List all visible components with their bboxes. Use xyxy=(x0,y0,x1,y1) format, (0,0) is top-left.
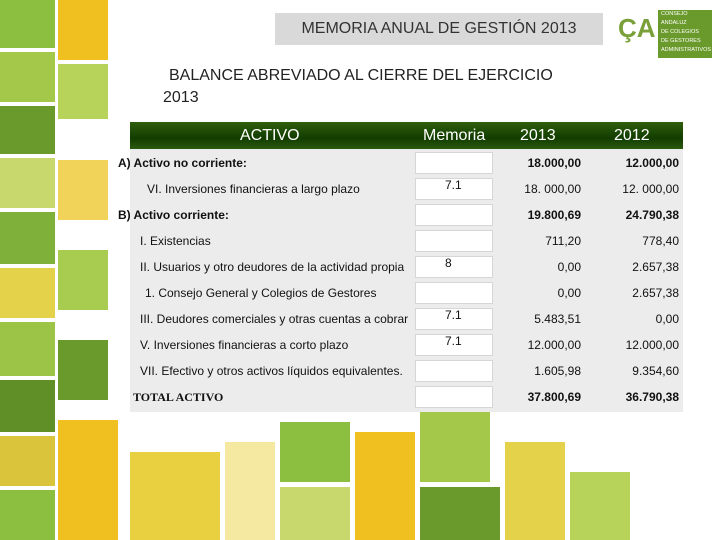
memoria-cell xyxy=(415,308,493,330)
slide-title: MEMORIA ANUAL DE GESTIÓN 2013 xyxy=(275,13,603,45)
row-label: II. Usuarios y otro deudores de la activ… xyxy=(140,260,405,274)
memoria-ref: 7.1 xyxy=(445,334,462,348)
value-2012: 9.354,60 xyxy=(632,364,679,378)
column-header: 2013 xyxy=(520,127,556,144)
value-2013: 1.605,98 xyxy=(534,364,581,378)
value-2012: 36.790,38 xyxy=(625,390,679,404)
value-2013: 19.800,69 xyxy=(527,208,581,222)
value-2012: 24.790,38 xyxy=(625,208,679,222)
decoration xyxy=(120,412,720,540)
logo-line: DE GESTORES xyxy=(661,38,701,44)
table xyxy=(130,122,683,412)
table-header xyxy=(130,122,683,149)
value-2013: 0,00 xyxy=(557,286,581,300)
row-label: I. Existencias xyxy=(140,234,211,248)
column-header: 2012 xyxy=(614,127,650,144)
memoria-cell xyxy=(415,360,493,382)
value-2012: 0,00 xyxy=(655,312,679,326)
memoria-cell xyxy=(415,334,493,356)
logo-line: ANDALUZ xyxy=(661,20,687,26)
row-label: TOTAL ACTIVO xyxy=(133,390,224,404)
value-2012: 12.000,00 xyxy=(625,156,679,170)
memoria-cell xyxy=(415,230,493,252)
row-label: A) Activo no corriente: xyxy=(118,156,247,170)
value-2013: 0,00 xyxy=(557,260,581,274)
value-2012: 778,40 xyxy=(642,234,679,248)
logo-line: DE COLEGIOS xyxy=(661,29,699,35)
value-2013: 5.483,51 xyxy=(534,312,581,326)
value-2012: 2.657,38 xyxy=(632,286,679,300)
value-2013: 711,20 xyxy=(545,234,581,248)
row-label: 1. Consejo General y Colegios de Gestore… xyxy=(145,286,377,300)
decoration xyxy=(58,0,118,540)
memoria-cell xyxy=(415,256,493,278)
subtitle: BALANCE ABREVIADO AL CIERRE DEL EJERCICI… xyxy=(169,67,553,84)
row-label: III. Deudores comerciales y otras cuenta… xyxy=(140,312,409,326)
value-2012: 12.000,00 xyxy=(625,338,679,352)
memoria-cell xyxy=(415,204,493,226)
column-header: ACTIVO xyxy=(240,127,300,144)
logo-line: CONSEJO xyxy=(661,11,688,17)
value-2013: 12.000,00 xyxy=(527,338,581,352)
row-label: V. Inversiones financieras a corto plazo xyxy=(140,338,349,352)
memoria-ref: 7.1 xyxy=(445,308,462,322)
memoria-ref: 8 xyxy=(445,256,452,270)
value-2012: 12. 000,00 xyxy=(622,182,679,196)
column-header: Memoria xyxy=(423,127,486,144)
logo-text: CONSEJO ANDALUZ DE COLEGIOS DE GESTORES ADMI… xyxy=(658,10,712,58)
row-label: VII. Efectivo y otros activos líquidos e… xyxy=(140,364,403,378)
row-label: VI. Inversiones financieras a largo plaz… xyxy=(147,182,360,196)
memoria-ref: 7.1 xyxy=(445,178,462,192)
memoria-cell xyxy=(415,152,493,174)
memoria-cell xyxy=(415,386,493,408)
memoria-cell xyxy=(415,282,493,304)
decoration xyxy=(0,0,55,540)
logo-line: ADMINISTRATIVOS xyxy=(661,47,712,53)
subtitle: 2013 xyxy=(163,89,199,106)
memoria-cell xyxy=(415,178,493,200)
value-2013: 37.800,69 xyxy=(527,390,581,404)
value-2012: 2.657,38 xyxy=(632,260,679,274)
value-2013: 18. 000,00 xyxy=(524,182,581,196)
logo-mark: ÇA xyxy=(618,13,656,43)
value-2013: 18.000,00 xyxy=(527,156,581,170)
row-label: B) Activo corriente: xyxy=(118,208,229,222)
